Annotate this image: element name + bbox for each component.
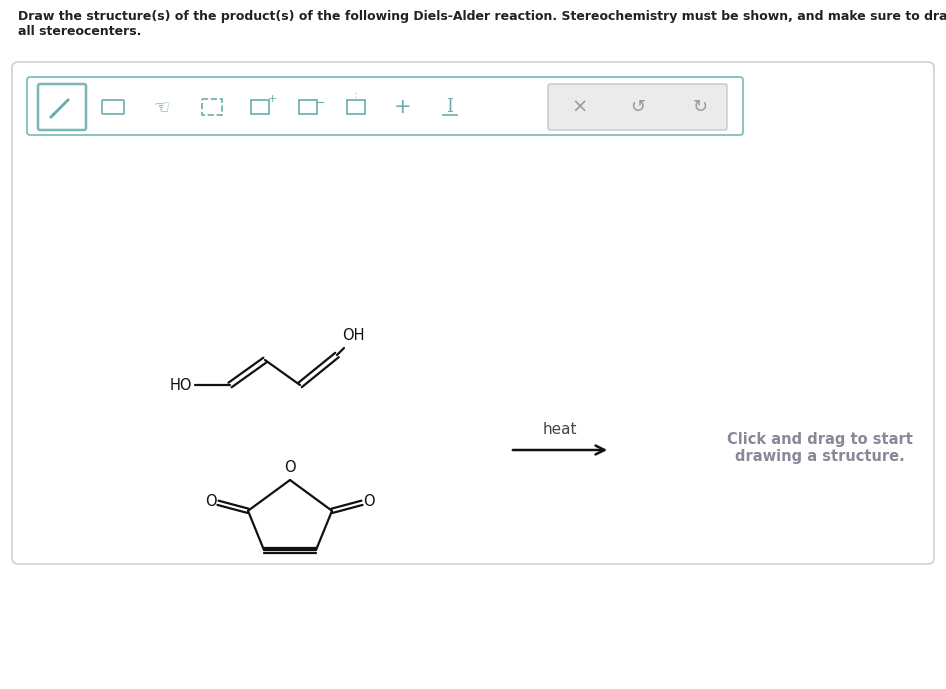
FancyBboxPatch shape <box>548 84 727 130</box>
FancyBboxPatch shape <box>12 62 934 564</box>
FancyBboxPatch shape <box>27 77 743 135</box>
Text: O: O <box>363 494 375 509</box>
Text: ↻: ↻ <box>692 98 708 116</box>
Text: Click and drag to start
drawing a structure.: Click and drag to start drawing a struct… <box>727 432 913 464</box>
Text: :: : <box>354 90 358 100</box>
Bar <box>202 99 222 115</box>
Text: ×: × <box>571 98 588 116</box>
Text: O: O <box>205 494 217 509</box>
Text: +: + <box>268 94 276 104</box>
Text: O: O <box>284 460 296 475</box>
Text: Draw the structure(s) of the product(s) of the following Diels-Alder reaction. S: Draw the structure(s) of the product(s) … <box>18 10 946 38</box>
Text: HO: HO <box>169 378 192 393</box>
Bar <box>299 100 317 114</box>
Text: +: + <box>394 97 412 117</box>
Text: −: − <box>315 96 325 110</box>
Bar <box>347 100 365 114</box>
Text: OH: OH <box>342 328 364 343</box>
Text: heat: heat <box>543 422 577 438</box>
Text: ☜: ☜ <box>154 98 170 116</box>
Text: I: I <box>447 98 453 116</box>
Bar <box>251 100 269 114</box>
Text: ↺: ↺ <box>630 98 645 116</box>
FancyBboxPatch shape <box>38 84 86 130</box>
